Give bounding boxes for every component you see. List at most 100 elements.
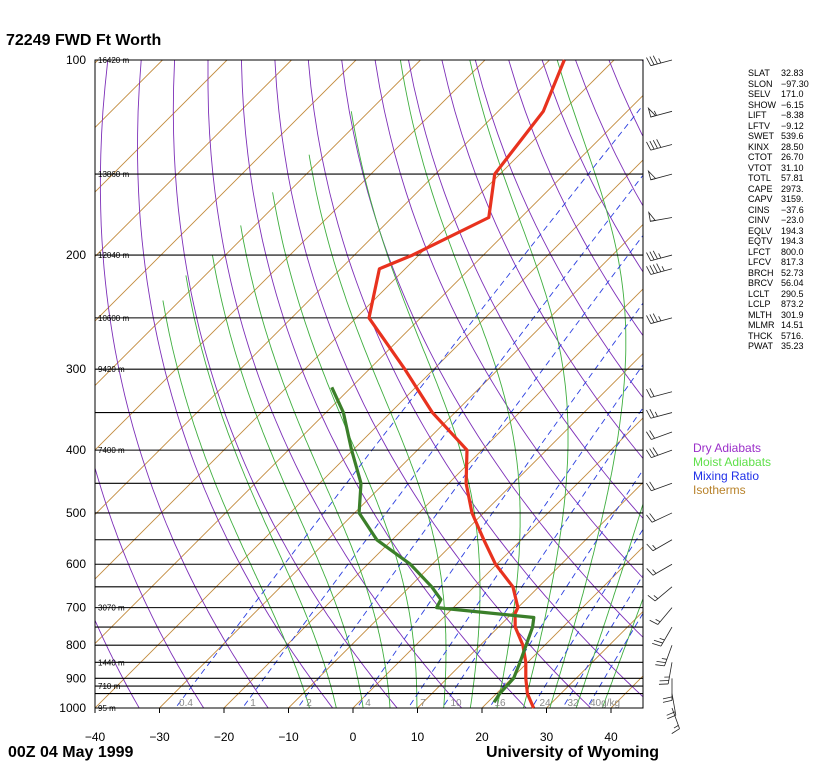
wind-barb-staff — [650, 412, 673, 419]
wind-barb-feather — [656, 263, 662, 272]
index-key: SLAT — [748, 68, 770, 78]
wind-barb-staff — [651, 431, 673, 440]
index-value: 290.5 — [781, 288, 804, 299]
wind-barb-feather — [647, 594, 656, 602]
wind-barb-staff — [652, 563, 673, 576]
index-row: LCLT 290.5 — [748, 289, 818, 300]
moist-adiabat-line — [162, 300, 311, 708]
mixing-ratio-lines — [174, 104, 643, 708]
wind-barb-staff — [652, 539, 673, 552]
index-row: SLON −97.30 — [748, 79, 818, 90]
index-value: 873.2 — [781, 299, 804, 309]
wind-barb-staff — [657, 607, 673, 625]
index-value: 194.3 — [781, 236, 804, 246]
moist-adiabat-line — [469, 60, 569, 708]
mixing-ratio-label: 40g/kg — [590, 698, 620, 709]
height-label: 16420 m — [98, 56, 129, 65]
wind-barbs — [646, 55, 680, 734]
pressure-label: 200 — [66, 248, 86, 262]
index-value: 539.6 — [781, 131, 804, 141]
index-key: CAPV — [748, 194, 773, 204]
wind-barb — [646, 250, 673, 262]
wind-barb-feather — [646, 514, 653, 523]
isotherm-line — [95, 60, 292, 258]
index-row: KINX 28.50 — [748, 142, 818, 153]
isotherm-line — [95, 159, 643, 708]
wind-barb-feather — [646, 449, 652, 458]
wind-barb — [646, 408, 673, 419]
moist-adiabat-line — [211, 255, 364, 708]
height-label: 710 m — [98, 682, 121, 691]
x-tick-label: −10 — [278, 730, 299, 744]
wind-barb — [652, 626, 673, 647]
wind-barb-feather — [649, 430, 655, 439]
wind-barb-half-feather — [655, 618, 661, 623]
index-value: 301.9 — [781, 309, 804, 320]
wind-barb-staff — [660, 626, 673, 647]
wind-barb-staff — [650, 391, 673, 398]
wind-barb-pennant — [647, 169, 657, 181]
index-key: MLTH — [748, 309, 772, 320]
wind-barb — [646, 447, 673, 459]
wind-barb-feather — [649, 619, 659, 625]
index-row: SWET 539.6 — [748, 131, 818, 142]
moist-adiabat-line — [272, 192, 418, 708]
index-key: LCLT — [748, 288, 770, 299]
wind-barb-feather — [652, 642, 662, 647]
index-row: LFCV 817.3 — [748, 257, 818, 268]
index-value: 194.3 — [781, 225, 804, 236]
wind-barb — [646, 139, 673, 151]
wind-barb-feather — [646, 315, 652, 324]
moist-adiabat-line — [399, 60, 521, 708]
wind-barb-feather — [646, 431, 652, 440]
wind-barb-feather — [646, 409, 652, 419]
index-row: CAPV 3159. — [748, 194, 818, 205]
index-key: VTOT — [748, 162, 772, 173]
wind-barb-feather — [646, 543, 654, 552]
wind-barb-feather — [649, 513, 656, 521]
index-value: 52.73 — [781, 267, 804, 278]
x-tick-label: 40 — [604, 730, 618, 744]
index-row: EQLV 194.3 — [748, 226, 818, 237]
wind-barb-feather — [656, 660, 666, 663]
wind-barb-half-feather — [673, 725, 679, 729]
mixing-ratio-label: 10 — [450, 698, 462, 709]
mixing-ratio-label: 16 — [494, 698, 506, 709]
mixing-ratio-label: 2 — [306, 698, 312, 709]
wind-barb-feather — [652, 139, 658, 149]
wind-barb-half-feather — [658, 316, 662, 322]
index-value: 56.04 — [781, 278, 804, 288]
index-row: MLTH 301.9 — [748, 310, 818, 321]
isotherm-line — [417, 481, 643, 708]
legend-entry: Moist Adiabats — [693, 455, 772, 469]
wind-barb — [671, 707, 680, 734]
index-row: BRCV 56.04 — [748, 278, 818, 289]
wind-barb-staff — [671, 707, 680, 729]
legend-entry: Mixing Ratio — [693, 469, 760, 483]
index-key: BRCV — [748, 278, 774, 288]
index-key: LFTV — [748, 120, 771, 131]
height-labels: 16420 m 13860 m 12040 m 10600 m 9420 m 7400 m… — [98, 56, 129, 713]
index-row: CAPE 2973. — [748, 184, 818, 195]
observation-time: 00Z 04 May 1999 — [8, 744, 134, 761]
pressure-label: 100 — [66, 53, 86, 67]
wind-barb-half-feather — [658, 253, 662, 259]
mixing-ratio-line — [531, 528, 643, 708]
index-value: −9.12 — [781, 120, 804, 131]
legend-entry: Isotherms — [693, 483, 746, 497]
index-row: PWAT 35.23 — [748, 341, 818, 352]
moist-adiabat-line — [308, 154, 447, 708]
wind-barb-staff — [650, 254, 673, 262]
wind-barb-half-feather — [654, 411, 658, 417]
wind-barb — [646, 430, 673, 440]
pressure-label: 700 — [66, 601, 86, 615]
index-value: 14.51 — [781, 320, 804, 330]
index-row: SELV 171.0 — [748, 89, 818, 100]
wind-barb-feather — [652, 264, 658, 273]
dry-adiabat-line — [374, 60, 643, 579]
wind-barb-pennant — [647, 106, 657, 118]
index-value: 817.3 — [781, 257, 804, 267]
index-row: SHOW −6.15 — [748, 100, 818, 111]
dry-adiabat-line — [95, 619, 140, 708]
